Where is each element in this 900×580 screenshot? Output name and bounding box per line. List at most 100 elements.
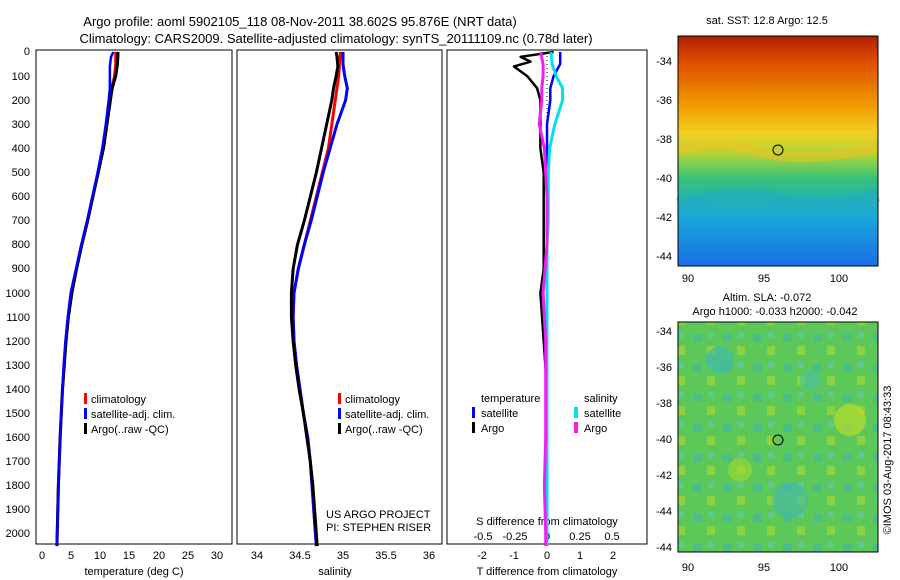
depth-tick: 1100 [6,312,30,324]
depth-tick: 1300 [6,360,30,372]
x-tick: 2 [610,550,616,562]
lat-tick: -42 [656,212,672,224]
legend-label: Argo [584,423,607,435]
temperature-panel-frame [35,49,233,545]
sla-map-frame [677,321,879,553]
x-tick: 1 [577,550,583,562]
salinity-panel-frame [236,49,443,545]
depth-tick: 100 [12,71,30,83]
salinity-line-argo-raw-qc [289,51,340,547]
salinity-line-climatology [291,51,342,547]
sla-eddy [834,404,866,436]
x-tick: 0 [39,550,45,562]
temperature-series [55,51,120,547]
depth-tick: 600 [12,191,30,203]
depth-axis: 0 100 200 300 400 500 600 700 800 900 10… [6,46,30,540]
sla-map-title-line2: Argo h1000: -0.033 h2000: -0.042 [692,306,857,318]
depth-tick: 1900 [6,504,30,516]
legend-label: satellite [481,408,518,420]
sst-map-title: sat. SST: 12.8 Argo: 12.5 [706,15,828,27]
legend-swatch-satellite [84,408,87,419]
x-tick: 0 [544,550,550,562]
temperature-line-satellite-adj-clim [55,51,120,547]
temperature-line-argo-raw-qc [55,51,115,547]
depth-tick: 2000 [6,528,30,540]
legend-swatch-temp-argo [472,422,475,433]
legend-swatch-sal-satellite [574,407,578,418]
lat-tick: -40 [656,173,672,185]
depth-tick: 700 [12,215,30,227]
depth-tick: 500 [12,167,30,179]
lon-tick: 90 [682,273,694,285]
float-location-marker [772,434,784,446]
x-tick: 34 [251,550,263,562]
depth-tick: 300 [12,119,30,131]
credit-line2: PI: STEPHEN RISER [326,522,431,534]
lon-tick: 100 [830,273,848,285]
lat-tick: -34 [656,326,672,338]
s-tick: 0.5 [604,531,619,543]
lat-tick: -38 [656,398,672,410]
sla-map: Altim. SLA: -0.072 Argo h1000: -0.033 h2… [656,292,879,574]
lat-tick: -42 [656,470,672,482]
lat-tick: -44 [656,506,672,518]
x-tick: 35.5 [375,550,396,562]
depth-tick: 200 [12,95,30,107]
sla-map-title-line1: Altim. SLA: -0.072 [723,292,812,304]
legend-label: climatology [345,394,401,406]
depth-tick: 1800 [6,480,30,492]
lat-tick: -36 [656,95,672,107]
depth-tick: 900 [12,263,30,275]
difference-x-label: T difference from climatology [477,566,618,578]
legend-label: Argo(..raw -QC) [345,424,423,436]
s-tick: -0.25 [502,531,527,543]
temperature-legend: climatology satellite-adj. clim. Argo(..… [84,393,175,436]
difference-series [512,50,565,547]
difference-line-salinity-satellite [545,51,565,547]
depth-tick: 400 [12,143,30,155]
difference-legend: temperature salinity satellite Argo sate… [472,393,621,435]
sst-front [676,188,881,212]
x-tick: 35 [337,550,349,562]
depth-tick: 800 [12,239,30,251]
sla-eddy [706,346,734,374]
salinity-series [289,51,349,547]
difference-x-axis: S difference from climatology -0.5 -0.25… [474,516,620,578]
sla-eddy [728,458,752,482]
depth-tick: 1200 [6,336,30,348]
s-tick: 0.25 [569,531,590,543]
depth-tick: 1600 [6,432,30,444]
x-tick: 5 [68,550,74,562]
x-tick: 30 [211,550,223,562]
figure-title-line1: Argo profile: aoml 5902105_118 08-Nov-20… [83,14,516,29]
depth-tick: 1000 [6,288,30,300]
x-tick: 25 [182,550,194,562]
lat-tick: -40 [656,434,672,446]
x-tick: 36 [423,550,435,562]
float-location-marker [772,144,784,156]
lon-tick: 100 [830,562,848,574]
legend-swatch-climatology [84,393,87,404]
lat-tick: -34 [656,56,672,68]
depth-tick: 1500 [6,408,30,420]
salinity-line-satellite-adj-clim [291,52,349,547]
depth-tick: 1700 [6,456,30,468]
salinity-x-label: salinity [318,566,352,578]
credit-line1: US ARGO PROJECT [326,509,431,521]
legend-swatch-sal-argo [574,422,578,433]
lon-tick: 95 [758,273,770,285]
sst-map: sat. SST: 12.8 Argo: 12.5 -34 -36 -38 -4… [656,15,881,285]
legend-swatch-satellite [338,408,341,419]
legend-swatch-temp-satellite [472,407,475,418]
x-tick: -1 [509,550,519,562]
lon-tick: 95 [758,562,770,574]
figure-title-line2: Climatology: CARS2009. Satellite-adjuste… [79,31,592,46]
lat-tick: -44 [656,542,672,554]
x-tick: -2 [477,550,487,562]
x-tick: 15 [123,550,135,562]
sst-front [676,140,880,163]
legend-label: Argo(..raw -QC) [91,424,169,436]
legend-label: satellite [584,408,621,420]
legend-label: satellite-adj. clim. [345,409,429,421]
